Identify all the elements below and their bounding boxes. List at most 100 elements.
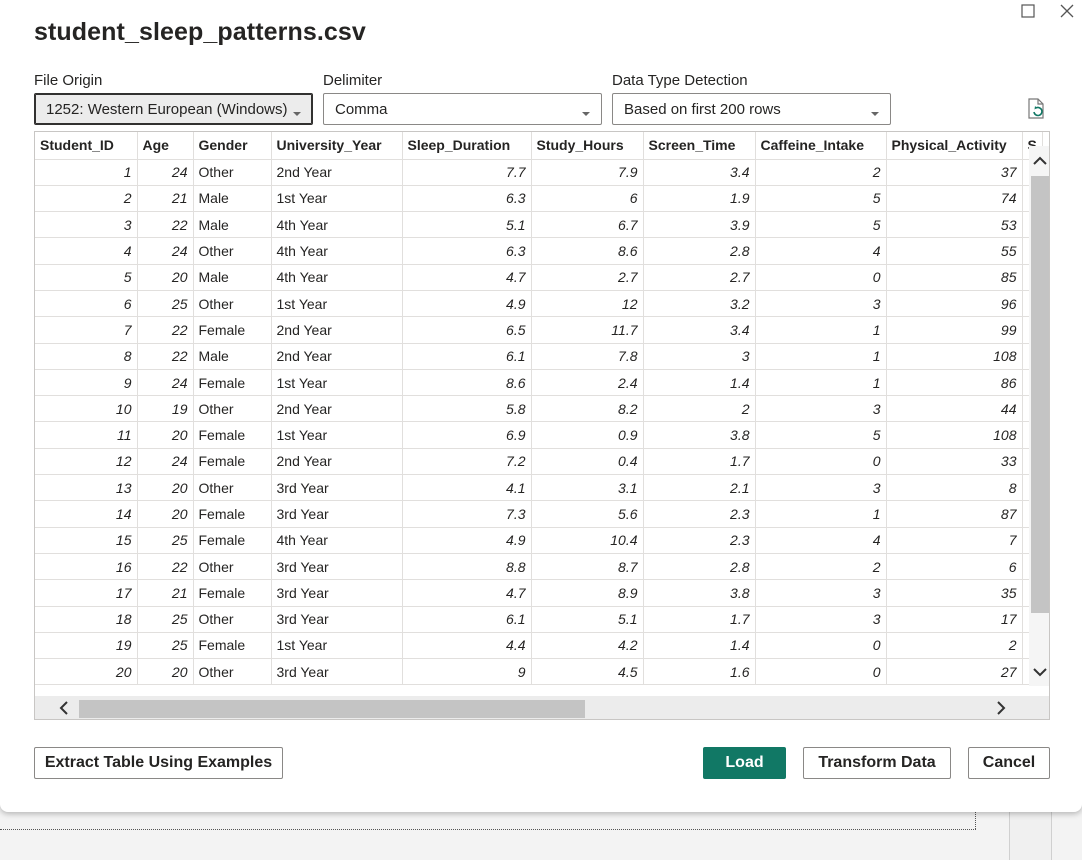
table-cell: Other: [193, 658, 272, 686]
cancel-button[interactable]: Cancel: [968, 747, 1050, 779]
background-window: [0, 812, 1082, 860]
table-cell: 1.4: [643, 632, 756, 660]
file-origin-value: 1252: Western European (Windows): [46, 100, 288, 118]
table-cell: 3: [755, 579, 887, 607]
table-cell: 4.1: [402, 474, 532, 502]
background-dotted-border: [0, 829, 976, 830]
table-cell: 4: [35, 237, 138, 265]
table-cell: 24: [137, 369, 194, 397]
scroll-left-icon[interactable]: [53, 698, 75, 718]
table-cell: Male: [193, 185, 272, 213]
table-cell: 3rd Year: [271, 579, 403, 607]
table-cell: 12: [35, 448, 138, 476]
load-button[interactable]: Load: [703, 747, 786, 779]
table-cell: Female: [193, 632, 272, 660]
import-dialog: student_sleep_patterns.csv File Origin 1…: [0, 0, 1082, 812]
table-cell: 1: [755, 316, 887, 344]
maximize-icon[interactable]: [1015, 0, 1041, 22]
table-cell: 55: [886, 237, 1023, 265]
table-cell: 3.9: [643, 211, 756, 239]
table-cell: 27: [886, 658, 1023, 686]
table-row: 17 21 Female 3rd Year 4.7 8.9 3.8 3 35: [35, 579, 1043, 607]
table-cell: 6: [35, 290, 138, 318]
table-cell: 14: [35, 500, 138, 528]
table-cell: 5.8: [402, 395, 532, 423]
table-cell: 0: [755, 632, 887, 660]
table-cell: 74: [886, 185, 1023, 213]
table-cell: 6.3: [402, 237, 532, 265]
background-dotted-border-vertical: [975, 812, 976, 829]
column-header[interactable]: Screen_Time: [643, 132, 756, 160]
scroll-down-icon[interactable]: [1031, 663, 1049, 681]
table-cell: 9: [35, 369, 138, 397]
column-header[interactable]: Student_ID: [35, 132, 138, 160]
table-cell: Other: [193, 159, 272, 186]
table-cell: 2: [755, 553, 887, 581]
table-cell: 7: [35, 316, 138, 344]
table-cell: Female: [193, 579, 272, 607]
table-cell: Female: [193, 448, 272, 476]
table-cell: 1st Year: [271, 185, 403, 213]
table-cell: Male: [193, 264, 272, 291]
detection-select[interactable]: Based on first 200 rows: [612, 93, 891, 125]
column-header[interactable]: Gender: [193, 132, 272, 160]
table-cell: 2nd Year: [271, 343, 403, 370]
table-cell: 4th Year: [271, 264, 403, 291]
table-cell: 108: [886, 343, 1023, 370]
table-cell: Other: [193, 395, 272, 423]
scroll-up-icon[interactable]: [1031, 152, 1049, 170]
table-cell: Female: [193, 316, 272, 344]
table-cell: Other: [193, 237, 272, 265]
table-cell: 10: [35, 395, 138, 423]
table-cell: 1.4: [643, 369, 756, 397]
column-header[interactable]: Study_Hours: [531, 132, 644, 160]
table-cell: 6: [886, 553, 1023, 581]
delimiter-label: Delimiter: [323, 72, 383, 89]
table-cell: 8.6: [531, 237, 644, 265]
table-cell: 9: [402, 658, 532, 686]
table-cell: 5.6: [531, 500, 644, 528]
table-row: 2 21 Male 1st Year 6.3 6 1.9 5 74: [35, 185, 1043, 213]
table-cell: 1.6: [643, 658, 756, 686]
column-header[interactable]: Caffeine_Intake: [755, 132, 887, 160]
delimiter-select[interactable]: Comma: [323, 93, 602, 125]
extract-table-button[interactable]: Extract Table Using Examples: [34, 747, 283, 779]
table-cell: 86: [886, 369, 1023, 397]
table-cell: 0.9: [531, 421, 644, 449]
column-header[interactable]: University_Year: [271, 132, 403, 160]
refresh-icon[interactable]: [1024, 97, 1048, 121]
table-cell: 5: [755, 185, 887, 213]
column-header[interactable]: Physical_Activity: [886, 132, 1023, 160]
table-cell: 0: [755, 658, 887, 686]
table-cell: 18: [35, 606, 138, 633]
close-icon[interactable]: [1054, 0, 1080, 22]
table-cell: Other: [193, 606, 272, 633]
vertical-scroll-thumb[interactable]: [1031, 176, 1049, 613]
table-cell: 7.9: [531, 159, 644, 186]
table-cell: 6.1: [402, 606, 532, 633]
table-cell: 20: [137, 264, 194, 291]
table-cell: 3.2: [643, 290, 756, 318]
table-cell: 20: [137, 421, 194, 449]
table-cell: Female: [193, 369, 272, 397]
scroll-right-icon[interactable]: [990, 698, 1012, 718]
table-cell: 3rd Year: [271, 553, 403, 581]
table-cell: Female: [193, 421, 272, 449]
table-cell: 7.8: [531, 343, 644, 370]
transform-data-button[interactable]: Transform Data: [803, 747, 951, 779]
horizontal-scroll-thumb[interactable]: [79, 700, 585, 718]
table-cell: 25: [137, 632, 194, 660]
table-cell: 3.1: [531, 474, 644, 502]
column-header[interactable]: Sleep_Duration: [402, 132, 532, 160]
column-header[interactable]: Age: [137, 132, 194, 160]
table-cell: 1st Year: [271, 290, 403, 318]
table-cell: 3: [755, 606, 887, 633]
table-cell: 2: [886, 632, 1023, 660]
file-origin-select[interactable]: 1252: Western European (Windows): [34, 93, 313, 125]
table-cell: 20: [137, 474, 194, 502]
table-header-row: Student_ID Age Gender University_Year Sleep_…: [35, 132, 1043, 160]
table-cell: 4: [755, 237, 887, 265]
table-cell: 4th Year: [271, 211, 403, 239]
table-cell: 5: [35, 264, 138, 291]
table-cell: 3rd Year: [271, 474, 403, 502]
